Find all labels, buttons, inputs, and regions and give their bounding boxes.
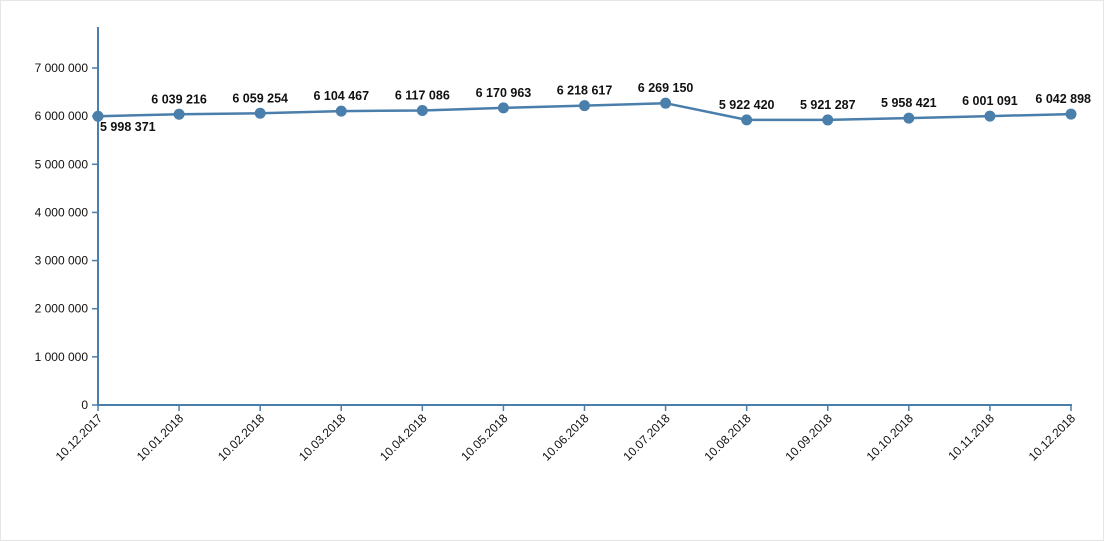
x-axis: 10.12.2017 10.01.2018 10.02.2018 10.03.2018… [53, 404, 1079, 464]
data-label: 6 117 086 [395, 89, 450, 103]
data-point [335, 105, 347, 117]
data-point [660, 97, 672, 109]
x-tick-label: 10.08.2018 [701, 411, 754, 464]
y-tick-label: 1 000 000 [35, 350, 89, 364]
data-point [173, 108, 185, 120]
y-tick-label: 4 000 000 [35, 205, 89, 219]
y-tick-label: 5 000 000 [35, 157, 89, 171]
data-label: 6 001 091 [962, 94, 1018, 108]
data-point [1065, 108, 1077, 120]
y-tick-label: 6 000 000 [35, 109, 89, 123]
data-point [741, 114, 753, 126]
data-label: 6 042 898 [1035, 92, 1091, 106]
x-tick-label: 10.02.2018 [215, 411, 268, 464]
y-tick-label: 0 [81, 398, 88, 412]
data-label: 6 104 467 [313, 89, 369, 103]
x-tick-label: 10.06.2018 [539, 411, 592, 464]
y-tick-label: 2 000 000 [35, 302, 89, 316]
data-label: 5 958 421 [881, 96, 937, 110]
data-label: 5 998 371 [100, 120, 156, 134]
data-label: 6 059 254 [232, 91, 288, 105]
x-tick-label: 10.07.2018 [620, 411, 673, 464]
x-tick-label: 10.03.2018 [296, 411, 349, 464]
data-labels: 5 998 371 6 039 216 6 059 254 6 104 467 6 11… [100, 81, 1091, 134]
data-label: 5 921 287 [800, 98, 856, 112]
data-label: 6 218 617 [557, 84, 613, 98]
x-tick-label: 10.11.2018 [945, 411, 997, 463]
x-tick-label: 10.09.2018 [783, 411, 836, 464]
data-label: 6 269 150 [638, 81, 694, 95]
x-tick-label: 10.12.2018 [1026, 411, 1079, 464]
data-point [822, 114, 834, 126]
x-tick-label: 10.01.2018 [134, 411, 187, 464]
data-point [984, 110, 996, 122]
y-axis: 0 1 000 000 2 000 000 3 000 000 4 000 000 5 0… [35, 27, 99, 412]
y-tick-label: 7 000 000 [35, 61, 89, 75]
data-point [903, 112, 915, 124]
series [92, 97, 1077, 126]
x-tick-label: 10.12.2017 [53, 411, 106, 464]
x-tick-label: 10.05.2018 [458, 411, 511, 464]
x-tick-label: 10.04.2018 [377, 411, 430, 464]
x-tick-label: 10.10.2018 [864, 411, 917, 464]
data-point [579, 100, 590, 112]
data-point [497, 102, 509, 114]
data-point [92, 110, 104, 122]
data-label: 5 922 420 [719, 98, 775, 112]
data-point [254, 107, 266, 119]
data-point [416, 105, 428, 117]
data-label: 6 039 216 [151, 92, 207, 106]
y-tick-label: 3 000 000 [35, 254, 89, 268]
data-label: 6 170 963 [476, 86, 532, 100]
